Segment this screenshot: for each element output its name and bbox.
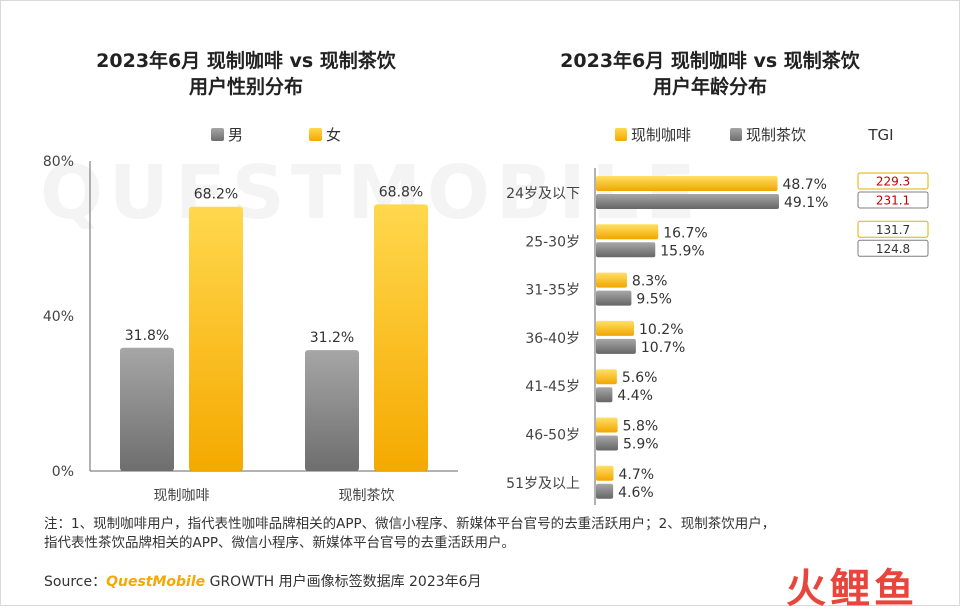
source-brand: QuestMobile [106, 574, 206, 590]
legend-swatch-coffee [615, 128, 627, 141]
bar-tea-7 [596, 483, 614, 499]
legend-label-male: 男 [228, 126, 243, 144]
source-text: GROWTH 用户画像标签数据库 2023年6月 [205, 574, 482, 590]
left-bars-group: 31.8% 68.2% 现制咖啡 31.2% 68.8% 现制茶饮 [120, 184, 428, 504]
data-label: 10.7% [641, 340, 685, 356]
tgi-box-tea [857, 191, 929, 209]
y-tick-label: 36-40岁 [525, 331, 580, 347]
data-label: 5.9% [623, 437, 659, 453]
y-tick-label: 46-50岁 [525, 428, 580, 444]
legend-swatch-tea [730, 128, 742, 141]
data-label: 8.3% [632, 274, 668, 290]
bar-female-1 [189, 206, 243, 471]
bar-coffee-7 [596, 465, 614, 481]
bar-coffee-1 [596, 176, 778, 191]
legend-label-coffee: 现制咖啡 [631, 126, 691, 144]
data-label: 4.7% [619, 467, 655, 483]
tgi-group: 229.3 231.1 131.7 124.8 [857, 172, 929, 257]
bar-tea-3 [596, 290, 632, 306]
bar-tea-1 [596, 194, 779, 209]
legend-label-female: 女 [326, 126, 341, 144]
data-label: 68.8% [379, 184, 423, 200]
left-chart-title-line1: 2023年6月 现制咖啡 vs 现制茶饮 [96, 49, 397, 72]
bar-coffee-5 [596, 369, 617, 385]
right-bars-group: 48.7% 49.1% 24岁及以下 16.7% 15.9% 25-30岁 8.3% 9.5%… [506, 176, 828, 501]
tgi-value-coffee: 131.7 [876, 223, 910, 237]
bar-male-2 [305, 350, 359, 471]
logo-mark: 火鲤鱼 [786, 566, 918, 612]
data-label: 31.8% [125, 328, 169, 344]
tgi-box-coffee [857, 172, 929, 190]
legend-label-tea: 现制茶饮 [746, 126, 806, 144]
y-tick-label: 25-30岁 [525, 234, 580, 250]
data-label: 16.7% [663, 225, 707, 241]
footnote-line2: 指代表性茶饮品牌相关的APP、微信小程序、新媒体平台官号的去重活跃用户。 [44, 535, 516, 551]
bar-female-2 [374, 204, 428, 471]
footnote-line1: 注：1、现制咖啡用户，指代表性咖啡品牌相关的APP、微信小程序、新媒体平台官号的… [44, 516, 776, 532]
x-tick-label: 现制茶饮 [339, 488, 395, 504]
data-label: 48.7% [783, 177, 827, 193]
y-tick-label: 40% [43, 309, 74, 325]
right-chart-title-line2: 用户年龄分布 [653, 75, 767, 98]
footnote: 注：1、现制咖啡用户，指代表性咖啡品牌相关的APP、微信小程序、新媒体平台官号的… [44, 515, 924, 553]
bar-coffee-6 [596, 417, 618, 433]
data-label: 10.2% [639, 322, 683, 338]
tgi-value-coffee: 229.3 [876, 175, 910, 189]
legend-swatch-female [309, 128, 322, 141]
tgi-value-tea: 231.1 [876, 194, 910, 208]
left-chart-title-line2: 用户性别分布 [189, 75, 303, 98]
x-tick-label: 现制咖啡 [154, 488, 210, 504]
tgi-box-tea [857, 239, 929, 257]
data-label: 5.6% [622, 370, 658, 386]
y-tick-label: 31-35岁 [525, 283, 580, 299]
bar-coffee-2 [596, 224, 659, 240]
bar-tea-6 [596, 435, 618, 451]
data-label: 4.4% [617, 388, 653, 404]
data-label: 68.2% [194, 187, 238, 203]
bar-male-1 [120, 347, 174, 471]
bar-coffee-4 [596, 320, 635, 336]
y-tick-label: 24岁及以下 [506, 186, 580, 202]
legend-swatch-male [211, 128, 224, 141]
bar-tea-2 [596, 242, 656, 258]
y-tick-label: 80% [43, 154, 74, 170]
y-tick-label: 0% [52, 464, 74, 480]
y-tick-label: 41-45岁 [525, 379, 580, 395]
bar-coffee-3 [596, 272, 627, 288]
data-label: 31.2% [310, 330, 354, 346]
data-label: 15.9% [660, 243, 704, 259]
bar-tea-5 [596, 387, 613, 403]
data-label: 49.1% [784, 195, 828, 211]
right-chart-title-line1: 2023年6月 现制咖啡 vs 现制茶饮 [560, 49, 861, 72]
data-label: 4.6% [618, 485, 654, 501]
bar-tea-4 [596, 338, 636, 354]
source-prefix: Source： [44, 574, 107, 590]
tgi-value-tea: 124.8 [876, 242, 910, 256]
data-label: 9.5% [636, 292, 672, 308]
source-line: Source：QuestMobile GROWTH 用户画像标签数据库 2023… [44, 571, 482, 591]
tgi-header: TGI [867, 126, 893, 144]
y-tick-label: 51岁及以上 [506, 476, 580, 492]
data-label: 5.8% [623, 419, 659, 435]
tgi-box-coffee [857, 220, 929, 238]
